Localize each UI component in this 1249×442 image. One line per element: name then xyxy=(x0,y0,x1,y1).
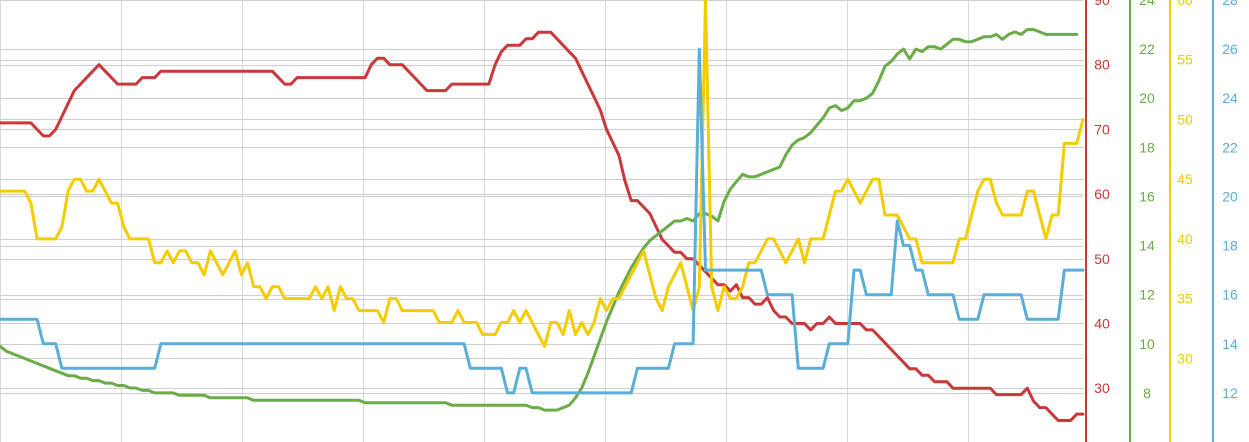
green-y-tick-label: 10 xyxy=(1139,336,1155,352)
red-series-line xyxy=(0,30,1085,422)
grid-lines xyxy=(0,0,1083,442)
green-y-tick-label: 20 xyxy=(1139,90,1155,106)
blue-y-tick-label: 18 xyxy=(1222,238,1238,254)
green-y-tick-label: 22 xyxy=(1139,41,1155,57)
blue-y-tick-label: 16 xyxy=(1222,287,1238,303)
red-y-tick-label: 90 xyxy=(1094,0,1110,8)
yellow-y-tick-label: 40 xyxy=(1177,231,1193,247)
blue-y-tick-label: 12 xyxy=(1222,385,1238,401)
blue-y-tick-label: 24 xyxy=(1222,90,1238,106)
yellow-y-tick-label: 45 xyxy=(1177,171,1193,187)
green-y-tick-label: 18 xyxy=(1139,139,1155,155)
green-y-tick-label: 8 xyxy=(1143,385,1151,401)
red-y-tick-label: 50 xyxy=(1094,251,1110,267)
red-y-tick-label: 60 xyxy=(1094,186,1110,202)
blue-y-tick-label: 26 xyxy=(1222,41,1238,57)
blue-y-tick-label: 20 xyxy=(1222,188,1238,204)
green-y-tick-label: 16 xyxy=(1139,188,1155,204)
yellow-y-tick-label: 50 xyxy=(1177,112,1193,128)
axes-layer: 30 40 50 60 70 80 90 8 10 12 14 16 18 20 22 24 30 35 40 45 5… xyxy=(1085,0,1238,442)
series-layer xyxy=(0,0,1085,422)
red-y-tick-label: 70 xyxy=(1094,121,1110,137)
yellow-y-tick-label: 55 xyxy=(1177,52,1193,68)
blue-y-tick-label: 28 xyxy=(1222,0,1238,8)
red-y-tick-label: 40 xyxy=(1094,316,1110,332)
green-y-tick-label: 12 xyxy=(1139,287,1155,303)
yellow-y-tick-label: 60 xyxy=(1177,0,1193,8)
yellow-series-line xyxy=(0,0,1085,348)
red-y-tick-label: 30 xyxy=(1094,380,1110,396)
blue-y-tick-label: 14 xyxy=(1222,336,1238,352)
blue-y-tick-label: 22 xyxy=(1222,139,1238,155)
red-y-tick-label: 80 xyxy=(1094,57,1110,73)
yellow-y-tick-label: 30 xyxy=(1177,350,1193,366)
green-y-tick-label: 24 xyxy=(1139,0,1155,8)
green-series-line xyxy=(0,28,1079,412)
green-y-tick-label: 14 xyxy=(1139,238,1155,254)
blue-series-line xyxy=(0,47,1085,395)
yellow-y-tick-label: 35 xyxy=(1177,291,1193,307)
